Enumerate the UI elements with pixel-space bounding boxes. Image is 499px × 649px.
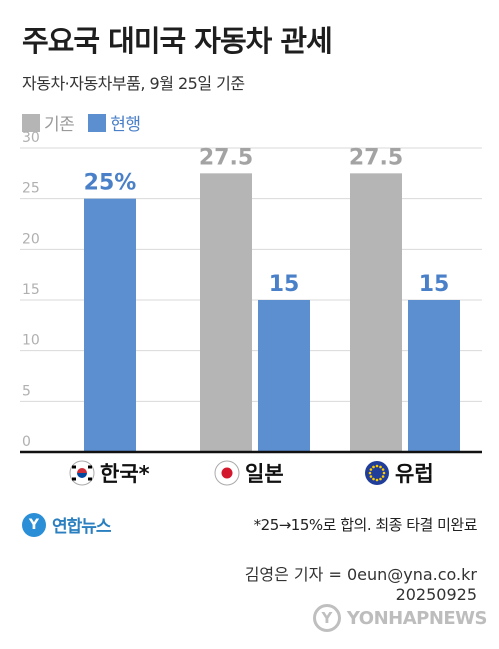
bar-current — [84, 198, 136, 452]
data-label: 25% — [84, 171, 137, 196]
legend-swatch-current — [88, 113, 107, 132]
category-label: 한국* — [100, 462, 150, 486]
bar-baseline — [200, 173, 252, 453]
y-tick-label: 25 — [22, 181, 40, 197]
legend-item-baseline: 기존 — [22, 110, 75, 135]
date-code: 20250925 — [395, 585, 477, 604]
category-label: 유럽 — [395, 462, 434, 486]
credit: 김영은 기자 = 0eun@yna.co.kr 20250925 — [245, 565, 477, 605]
bar-baseline — [350, 173, 402, 453]
legend-label-baseline: 기존 — [44, 115, 75, 135]
legend-swatch-baseline — [22, 113, 40, 132]
data-label: 15 — [419, 272, 450, 297]
watermark-icon: Y — [312, 604, 341, 632]
y-tick-label: 5 — [22, 383, 31, 399]
bar-chart: 0 5 10 15 20 25 30 27.5 27.5 25% 15 15 한국* 일본 유럽 — [20, 130, 482, 486]
footnote: *25→15%로 합의. 최종 타결 미완료 — [253, 516, 478, 534]
legend-label-current: 현행 — [110, 115, 141, 135]
japan-flag-icon — [214, 460, 240, 486]
data-label: 27.5 — [349, 145, 403, 170]
yonhapnews-watermark: Y YONHAPNEWS — [312, 604, 488, 632]
yonhap-logo-text: 연합뉴스 — [52, 517, 112, 537]
y-tick-label: 30 — [22, 130, 40, 146]
korea-flag-icon — [69, 460, 95, 486]
data-label: 15 — [269, 272, 300, 297]
bar-current — [408, 300, 460, 452]
yonhap-logo-icon: Y — [22, 512, 46, 537]
watermark-text: YONHAPNEWS — [346, 607, 488, 629]
chart-subtitle: 자동차·자동차부품, 9월 25일 기준 — [22, 74, 245, 93]
data-label: 27.5 — [199, 145, 253, 170]
yonhap-logo: Y 연합뉴스 — [22, 512, 112, 537]
y-tick-label: 15 — [22, 282, 40, 298]
y-tick-label: 20 — [22, 231, 40, 247]
bar-current — [258, 300, 310, 452]
legend: 기존 현행 — [22, 110, 141, 135]
eu-flag-icon — [365, 461, 389, 485]
y-tick-label: 10 — [22, 333, 40, 349]
legend-item-current: 현행 — [88, 110, 141, 135]
reporter-credit: 김영은 기자 = 0eun@yna.co.kr — [244, 565, 477, 584]
category-label: 일본 — [245, 462, 284, 486]
chart-title: 주요국 대미국 자동차 관세 — [22, 24, 333, 58]
y-tick-label: 0 — [22, 434, 31, 450]
